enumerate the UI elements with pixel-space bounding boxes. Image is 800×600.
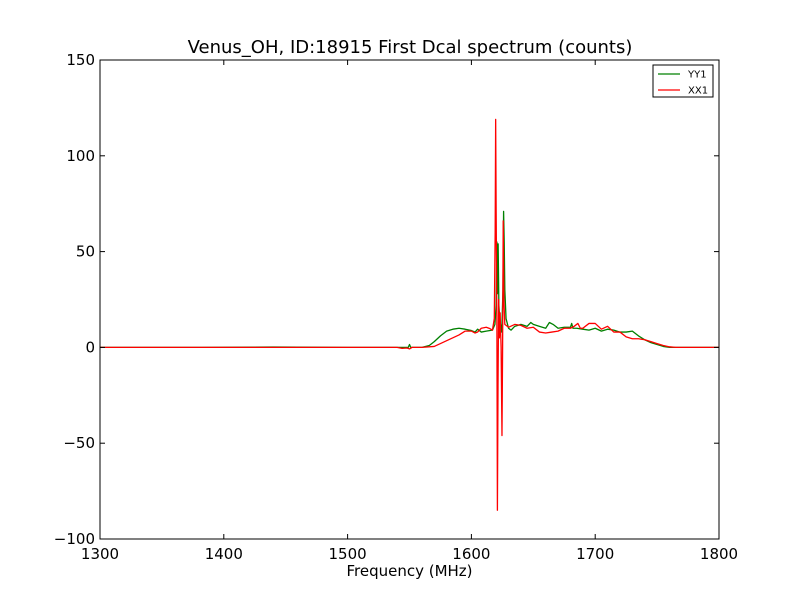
ticks-layer: 1300 1400 1500 1600 1700 1800 −100 −50 0 50 100 150 <box>54 51 738 563</box>
chart-title: Venus_OH, ID:18915 First Dcal spectrum (… <box>188 37 633 58</box>
legend-box <box>652 64 714 98</box>
series-layer <box>100 118 719 511</box>
y-tick-label: 150 <box>66 51 95 69</box>
y-tick-label: −100 <box>54 530 95 548</box>
x-tick-label: 1400 <box>205 545 243 563</box>
series-line-xx1 <box>100 118 719 511</box>
y-tick-label: −50 <box>63 434 95 452</box>
x-tick-label: 1600 <box>452 545 490 563</box>
y-tick-label: 50 <box>76 243 95 261</box>
x-tick-label: 1300 <box>81 545 119 563</box>
plot-frame <box>99 59 720 540</box>
y-tick-label: 0 <box>85 338 95 356</box>
legend-label-yy1: YY1 <box>687 70 707 81</box>
series-line-yy1 <box>100 210 719 349</box>
plot-area <box>100 60 719 539</box>
legend-label-xx1: XX1 <box>688 86 708 97</box>
y-tick-label: 100 <box>66 147 95 165</box>
x-tick-label: 1700 <box>576 545 614 563</box>
x-tick-label: 1500 <box>329 545 367 563</box>
x-tick-label: 1800 <box>700 545 738 563</box>
x-axis-label: Frequency (MHz) <box>346 562 472 580</box>
